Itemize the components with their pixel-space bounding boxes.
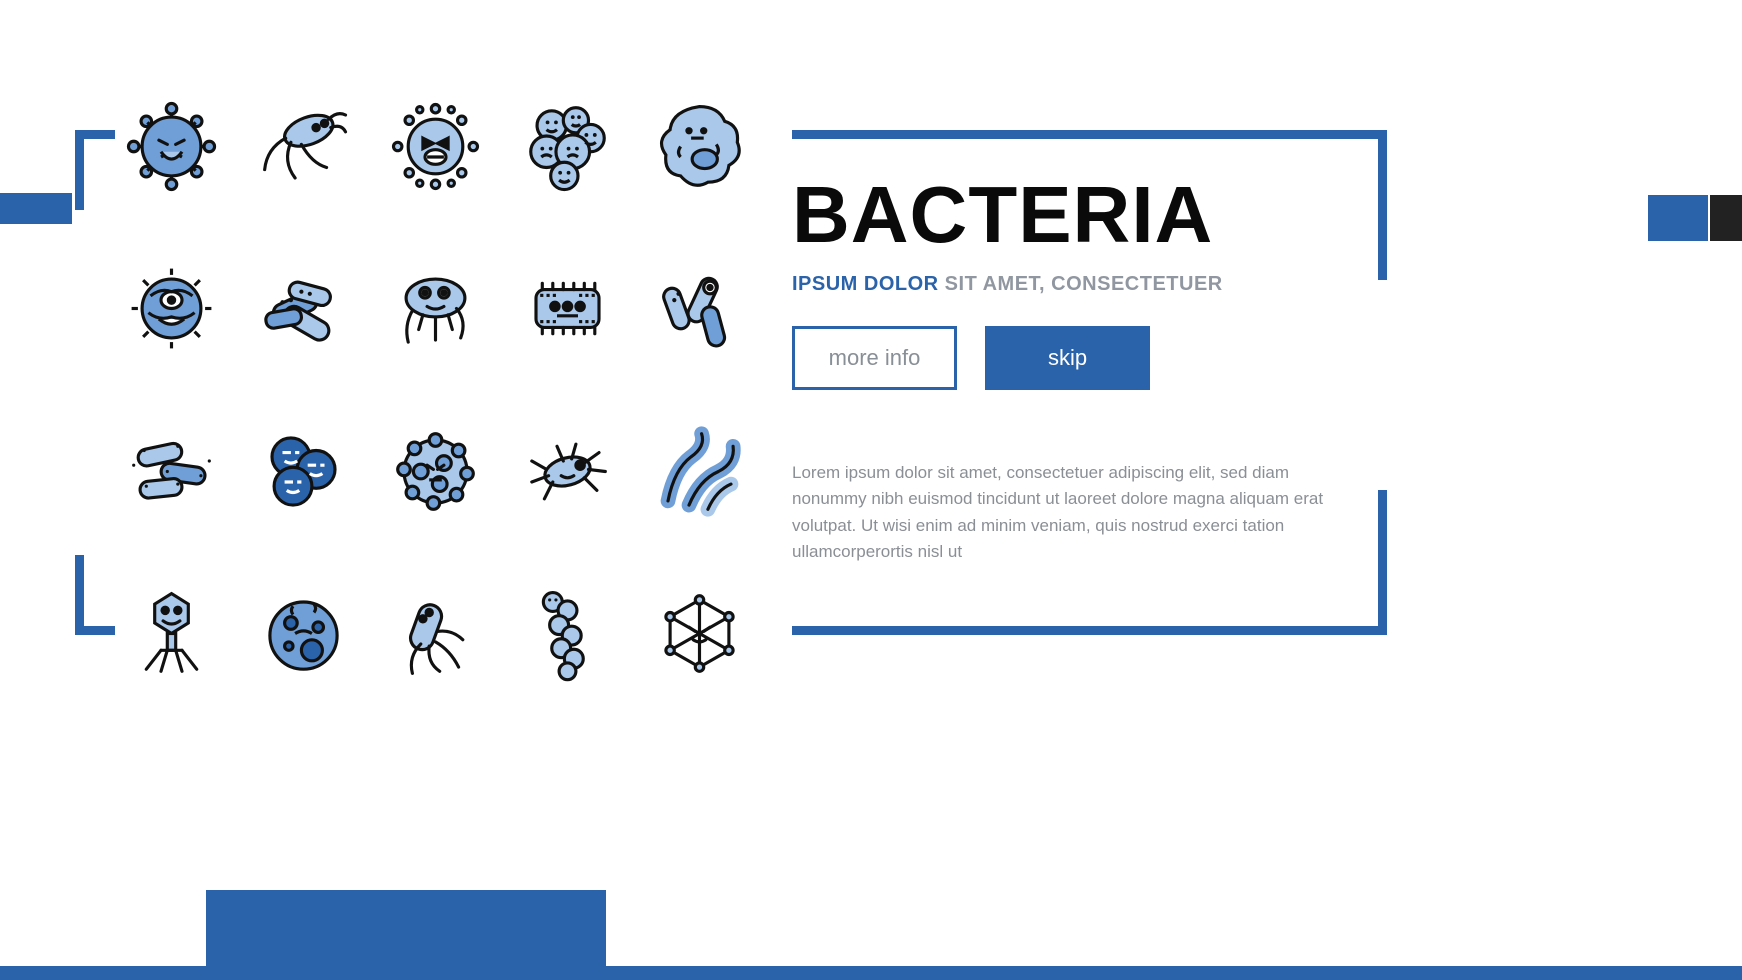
cocci-trio-icon [251,419,356,524]
more-info-button[interactable]: more info [792,326,957,390]
hero-content: BACTERIA IPSUM DOLOR SIT AMET, CONSECTET… [792,175,1352,565]
frame-corner-br [792,626,1387,635]
probiotic-rods-icon [647,256,752,361]
twisted-rods-icon [647,419,752,524]
icon-grid [110,70,760,710]
flagellate-rod-icon [383,581,488,686]
spotted-sphere-icon [383,419,488,524]
bacilli-bundle-icon [251,256,356,361]
deco-right-bar2 [1648,195,1708,241]
flagellate-worm-icon [251,94,356,199]
button-row: more info skip [792,326,1352,390]
spirillum-worm-icon [515,581,620,686]
bug-bacillus-icon [515,419,620,524]
body-text: Lorem ipsum dolor sit amet, consectetuer… [792,460,1352,565]
frame-corner-tr [792,130,1387,139]
frame-corner-bl [75,555,84,635]
bacteriophage-icon [119,581,224,686]
corona-shout-icon [383,94,488,199]
hex-virion-icon [647,581,752,686]
subtitle-strong: IPSUM DOLOR [792,273,939,295]
amoeba-spots-icon [251,581,356,686]
frame-corner-tl [75,130,115,139]
deco-right-bar [1710,195,1742,241]
cocci-cluster-icon [515,94,620,199]
page-title: BACTERIA [792,175,1352,255]
frame-corner-tl [75,130,84,210]
paramecium-icon [383,256,488,361]
frame-corner-bl [75,626,115,635]
subtitle-rest: SIT AMET, CONSECTETUER [939,273,1223,295]
rod-split-icon [119,419,224,524]
skip-button[interactable]: skip [985,326,1150,390]
frame-corner-tr [1378,130,1387,280]
deco-left-bar [0,193,72,224]
scaly-cyclops-icon [119,256,224,361]
chip-microbe-icon [515,256,620,361]
virus-angry-icon [119,94,224,199]
footer-block [206,890,606,980]
page-subtitle: IPSUM DOLOR SIT AMET, CONSECTETUER [792,273,1352,296]
amoeba-icon [647,94,752,199]
frame-corner-br [1378,490,1387,635]
